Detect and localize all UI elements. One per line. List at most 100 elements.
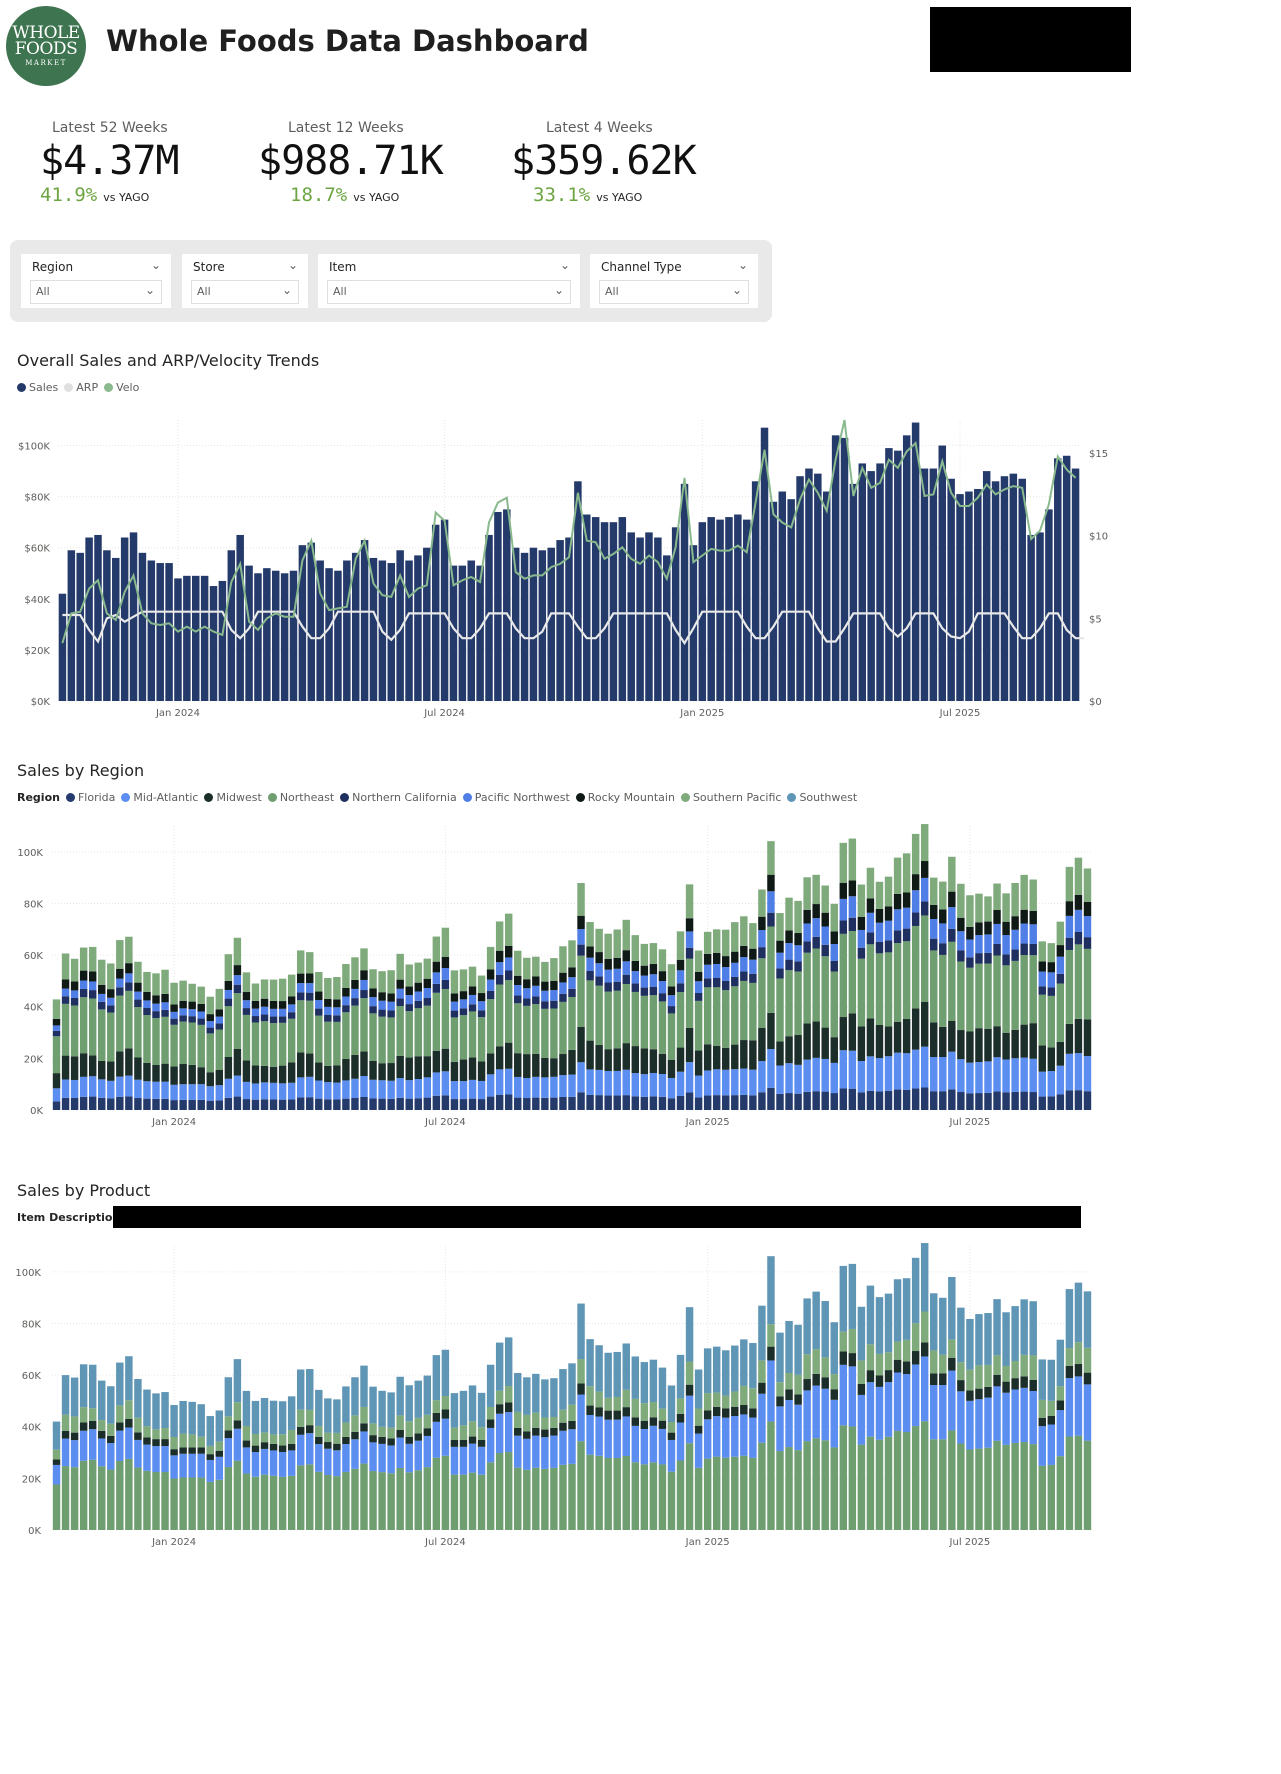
region-segment <box>785 943 793 960</box>
legend-item-region[interactable]: Southern Pacific <box>680 791 781 804</box>
product-segment <box>269 1450 278 1476</box>
legend-item-region[interactable]: Florida <box>65 791 115 804</box>
legend-item-arp[interactable]: ARP <box>64 381 98 394</box>
region-segment <box>893 1021 902 1053</box>
product-segment <box>948 1276 956 1340</box>
legend-item-region[interactable]: Pacific Northwest <box>462 791 570 804</box>
product-segment <box>541 1429 549 1438</box>
region-segment <box>514 950 522 976</box>
product-segment <box>1083 1291 1092 1348</box>
sales-bar <box>405 560 413 701</box>
legend-item-velo[interactable]: Velo <box>104 381 139 394</box>
logo-text-line1: WHOLE <box>12 23 80 43</box>
chevron-down-icon[interactable]: ⌄ <box>559 258 570 272</box>
product-segment <box>884 1370 893 1383</box>
region-segment <box>794 1064 802 1094</box>
product-segment <box>902 1432 911 1530</box>
chevron-down-icon[interactable]: ⌄ <box>150 258 161 272</box>
kpi-change: 41.9% <box>40 184 98 206</box>
item-slicer[interactable]: Item ⌄ All ⌄ <box>318 254 580 308</box>
region-dropdown[interactable]: All ⌄ <box>30 280 162 304</box>
legend-item-region[interactable]: Midwest <box>204 791 262 804</box>
region-segment <box>939 1091 947 1110</box>
region-segment <box>387 1010 395 1018</box>
region-segment <box>875 908 884 923</box>
chevron-down-icon[interactable]: ⌄ <box>553 283 564 297</box>
region-segment <box>857 1092 866 1110</box>
legend-item-region[interactable]: Rocky Mountain <box>575 791 675 804</box>
region-segment <box>559 1001 567 1055</box>
region-segment <box>342 1080 350 1099</box>
region-segment <box>278 1016 287 1023</box>
product-segment <box>423 1375 432 1415</box>
region-segment <box>315 1098 323 1110</box>
region-segment <box>477 1010 486 1018</box>
region-segment <box>703 931 712 954</box>
channel-type-slicer[interactable]: Channel Type ⌄ All ⌄ <box>590 254 758 308</box>
region-slicer[interactable]: Region ⌄ All ⌄ <box>21 254 171 308</box>
chevron-down-icon[interactable]: ⌄ <box>281 283 292 297</box>
region-segment <box>260 1065 269 1083</box>
product-segment <box>821 1440 829 1530</box>
product-segment <box>423 1435 432 1468</box>
region-segment <box>206 996 214 1015</box>
chevron-down-icon[interactable]: ⌄ <box>731 283 742 297</box>
legend-item-sales[interactable]: Sales <box>17 381 58 394</box>
region-segment <box>351 1005 359 1055</box>
chevron-down-icon[interactable]: ⌄ <box>737 258 748 272</box>
region-segment <box>803 1023 811 1060</box>
store-slicer[interactable]: Store ⌄ All ⌄ <box>182 254 308 308</box>
region-segment <box>197 1024 205 1068</box>
region-segment <box>414 1056 422 1080</box>
chevron-down-icon[interactable]: ⌄ <box>287 258 298 272</box>
region-segment <box>658 1096 667 1110</box>
region-segment <box>450 1099 459 1110</box>
region-segment <box>893 857 902 894</box>
product-segment <box>1056 1400 1065 1411</box>
region-segment <box>667 1098 676 1110</box>
product-segment <box>134 1379 142 1418</box>
region-segment <box>884 940 893 953</box>
product-segment <box>767 1346 775 1361</box>
channel-type-dropdown[interactable]: All ⌄ <box>599 280 749 304</box>
chevron-down-icon[interactable]: ⌄ <box>144 283 155 297</box>
region-segment <box>667 1006 676 1014</box>
product-segment <box>975 1448 983 1530</box>
product-segment <box>839 1425 848 1530</box>
region-segment <box>116 940 124 969</box>
item-dropdown[interactable]: All ⌄ <box>327 280 571 304</box>
kpi-vs-label: vs YAGO <box>596 191 643 204</box>
region-segment <box>161 1009 169 1017</box>
product-segment <box>161 1439 169 1447</box>
legend-item-region[interactable]: Northern California <box>340 791 457 804</box>
legend-item-region[interactable]: Mid-Atlantic <box>121 791 198 804</box>
product-segment <box>577 1303 585 1360</box>
region-segment <box>342 1098 350 1110</box>
product-segment <box>1011 1442 1019 1530</box>
product-segment <box>577 1359 585 1384</box>
sales-bar <box>591 517 600 701</box>
region-segment <box>577 1062 585 1093</box>
store-dropdown[interactable]: All ⌄ <box>191 280 299 304</box>
region-segment <box>1002 1059 1010 1093</box>
sales-bar <box>351 552 360 701</box>
region-segment <box>939 881 947 910</box>
region-segment <box>450 1017 459 1062</box>
region-segment <box>477 993 486 1002</box>
product-segment <box>1065 1348 1074 1366</box>
sales-bar <box>271 570 280 701</box>
region-segment <box>1056 1094 1065 1110</box>
product-segment <box>215 1410 224 1442</box>
region-segment <box>514 1097 522 1110</box>
region-segment <box>215 988 224 1010</box>
region-segment <box>568 1049 576 1075</box>
region-segment <box>414 991 422 1001</box>
region-segment <box>731 962 739 977</box>
chart-title-product: Sales by Product <box>17 1181 151 1200</box>
region-segment <box>640 943 649 966</box>
product-segment <box>269 1475 278 1530</box>
product-segment <box>188 1453 196 1478</box>
region-segment <box>468 986 477 995</box>
legend-item-region[interactable]: Southwest <box>787 791 857 804</box>
legend-item-region[interactable]: Northeast <box>267 791 334 804</box>
